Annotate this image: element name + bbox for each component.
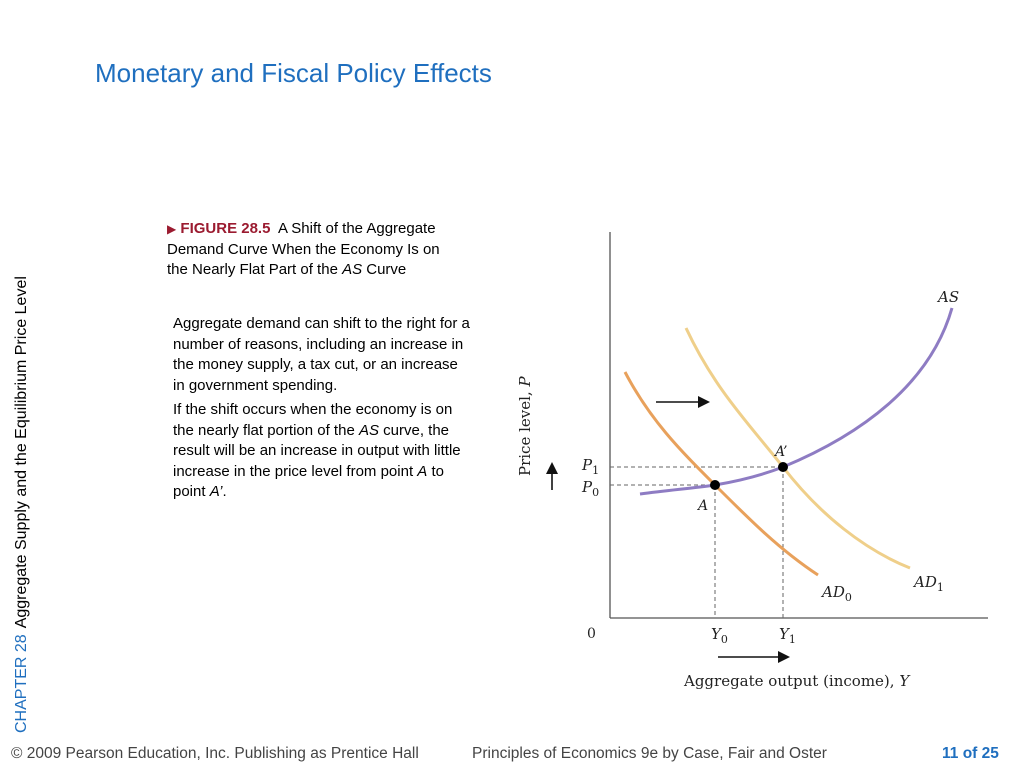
y-axis-label: Price level, P [516, 376, 534, 476]
dashed-guides [610, 466, 784, 618]
ad1-label: AD1 [912, 573, 944, 594]
p0-label: P0 [581, 478, 599, 499]
slide-title: Monetary and Fiscal Policy Effects [95, 58, 492, 88]
y0-label: Y0 [711, 625, 728, 646]
ad1-curve [684, 327, 911, 570]
origin-label: 0 [587, 626, 596, 642]
description-paragraph-2: If the shift occurs when the economy is … [173, 400, 473, 503]
desc-p2-as: AS [358, 421, 379, 439]
desc-p2-point-a-prime: A’ [209, 483, 223, 500]
description-paragraph-1: Aggregate demand can shift to the right … [173, 315, 470, 394]
footer-copyright: © 2009 Pearson Education, Inc. Publishin… [11, 745, 419, 762]
chapter-side-label: CHAPTER 28 Aggregate Supply and the Equil… [9, 193, 35, 733]
point-a-prime-label: A’ [773, 444, 788, 460]
output-right-arrow [718, 651, 790, 663]
point-a-dot [710, 480, 720, 490]
desc-p2-point-a: A [417, 462, 428, 480]
as-label: AS [936, 288, 959, 306]
figure-caption: ▶ FIGURE 28.5 A Shift of the Aggregate D… [167, 219, 462, 281]
figure-title-part2: Curve [362, 261, 407, 278]
page-current: 11 [942, 745, 959, 762]
figure-description: Aggregate demand can shift to the right … [173, 314, 473, 507]
ad-as-graph: AS AD1 AD0 A A’ P1 P0 0 Y0 Y1 Aggregate … [516, 232, 988, 690]
page-of: of [962, 745, 978, 762]
ad0-label: AD0 [820, 583, 852, 604]
chapter-title: Aggregate Supply and the Equilibrium Pri… [13, 276, 30, 629]
figure-title-part1: A Shift of the Aggregate Demand Curve Wh… [167, 220, 440, 278]
figure-title-italic: AS [342, 261, 363, 278]
price-up-arrow [546, 462, 558, 490]
point-a-label: A [696, 498, 708, 514]
y1-label: Y1 [779, 625, 796, 646]
ad-shift-arrow [656, 396, 710, 408]
desc-p2-end: . [222, 483, 227, 500]
page-total: 25 [981, 745, 999, 762]
p1-label: P1 [581, 456, 599, 477]
as-curve [639, 307, 954, 496]
figure-label: FIGURE 28.5 [180, 220, 271, 237]
caption-triangle-icon: ▶ [167, 222, 177, 236]
desc-p2-b: curve, the result will be an increase in… [173, 421, 461, 480]
desc-p2-c: to point [173, 462, 444, 501]
point-a-prime-dot [778, 462, 788, 472]
desc-p2-a: If the shift occurs when the economy is … [173, 401, 453, 439]
page-number: 11 of 25 [942, 745, 999, 763]
x-axis-label: Aggregate output (income), Y [683, 672, 911, 690]
footer-book-title: Principles of Economics 9e by Case, Fair… [472, 745, 827, 762]
chapter-number: CHAPTER 28 [13, 634, 30, 733]
